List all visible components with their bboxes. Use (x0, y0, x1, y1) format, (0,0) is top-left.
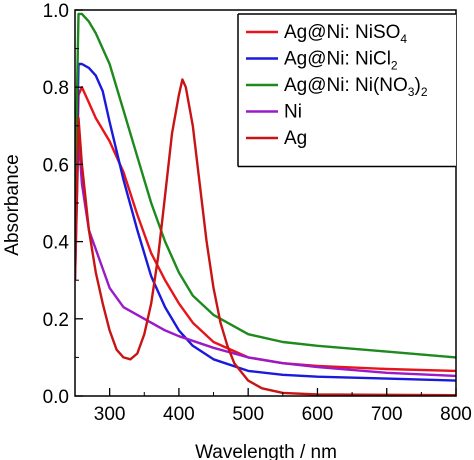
series-line-2 (75, 62, 456, 382)
x-tick-label: 700 (371, 404, 403, 425)
y-tick-label: 0.6 (43, 155, 69, 176)
legend-label-subscript: 3 (408, 85, 415, 99)
y-axis-title: Absorbance (2, 154, 23, 255)
y-tick-label: 0.8 (43, 78, 69, 99)
y-tick-label: 0.0 (43, 387, 69, 408)
legend-label-subscript: 4 (400, 32, 407, 46)
y-tick-label: 0.4 (43, 233, 70, 254)
legend-background (238, 14, 456, 167)
legend-label-5: Ag (284, 128, 307, 149)
legend-label-2: Ag@Ni: NiCl2 (284, 49, 398, 73)
legend-label-subscript-2: 2 (421, 85, 428, 99)
axis-layer: 300 400 500 600 700 800 0.0 0.2 0.4 0.6 0.8 1.0 (43, 1, 472, 425)
legend-label-4: Ni (284, 102, 302, 123)
legend-label-subscript: 2 (391, 59, 398, 73)
series-layer (75, 12, 456, 396)
legend-label-1: Ag@Ni: NiSO4 (284, 22, 407, 46)
legend-label-text: Ag@Ni: NiCl (284, 49, 391, 70)
legend-label-tail: ) (414, 75, 420, 96)
x-tick-label: 300 (94, 404, 126, 425)
legend-label-text: Ag@Ni: Ni(NO (284, 75, 408, 96)
x-tick-label: 400 (163, 404, 195, 425)
series-line-3 (75, 12, 456, 359)
x-tick-label: 600 (302, 404, 334, 425)
x-tick-label: 800 (440, 404, 472, 425)
legend-label-text: Ag (284, 128, 307, 149)
x-tick-label: 500 (232, 404, 264, 425)
legend-label-3: Ag@Ni: Ni(NO3)2 (284, 75, 428, 99)
y-tick-label: 0.2 (43, 310, 69, 331)
x-axis-title: Wavelength / nm (195, 442, 337, 460)
legend-label-text: Ni (284, 102, 302, 123)
series-line-5 (75, 78, 456, 396)
legend-label-text: Ag@Ni: NiSO (284, 22, 400, 43)
y-tick-label: 1.0 (43, 1, 69, 22)
series-line-4 (75, 132, 456, 378)
